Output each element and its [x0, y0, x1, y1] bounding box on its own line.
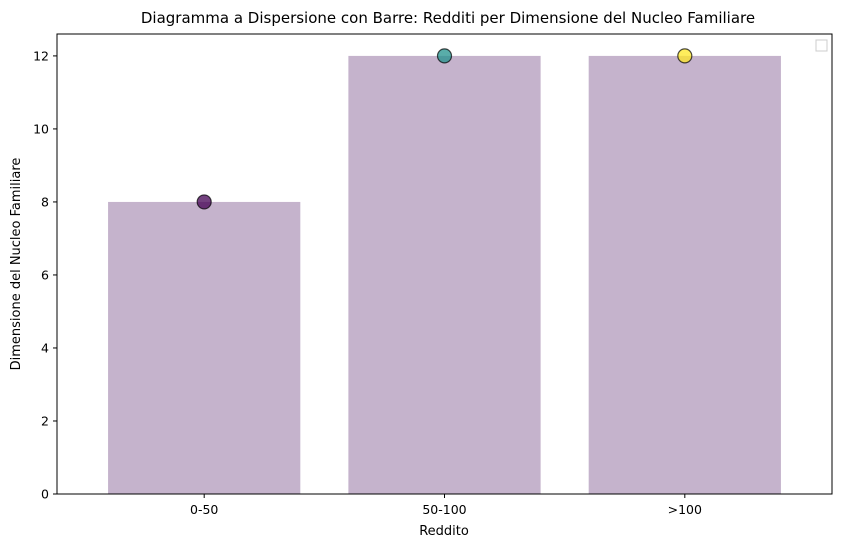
scatter-point-0 [196, 194, 212, 210]
bar-1 [348, 55, 541, 495]
bar-0 [108, 201, 301, 494]
y-tick-label-1: 2 [41, 413, 49, 428]
y-tick-label-2: 4 [41, 340, 49, 355]
scatter-point-2 [677, 48, 693, 64]
plot-area: 0 2 4 6 8 10 12 0-50 50-100 >100 [33, 33, 833, 517]
chart-title: Diagramma a Dispersione con Barre: Reddi… [141, 9, 755, 27]
y-tick-label-4: 8 [41, 194, 49, 209]
y-tick-label-6: 12 [33, 48, 49, 63]
x-tick-label-2: >100 [668, 502, 702, 517]
x-tick-label-0: 0-50 [190, 502, 218, 517]
y-tick-label-5: 10 [33, 121, 49, 136]
bar-2 [588, 55, 781, 495]
y-tick-label-0: 0 [41, 487, 49, 502]
x-tick-label-1: 50-100 [422, 502, 466, 517]
legend-box [815, 39, 828, 52]
y-axis-label: Dimensione del Nucleo Familiare [9, 158, 24, 371]
scatter-point-1 [436, 48, 453, 64]
y-tick-label-3: 6 [41, 267, 49, 282]
x-axis-label: Reddito [419, 524, 469, 539]
